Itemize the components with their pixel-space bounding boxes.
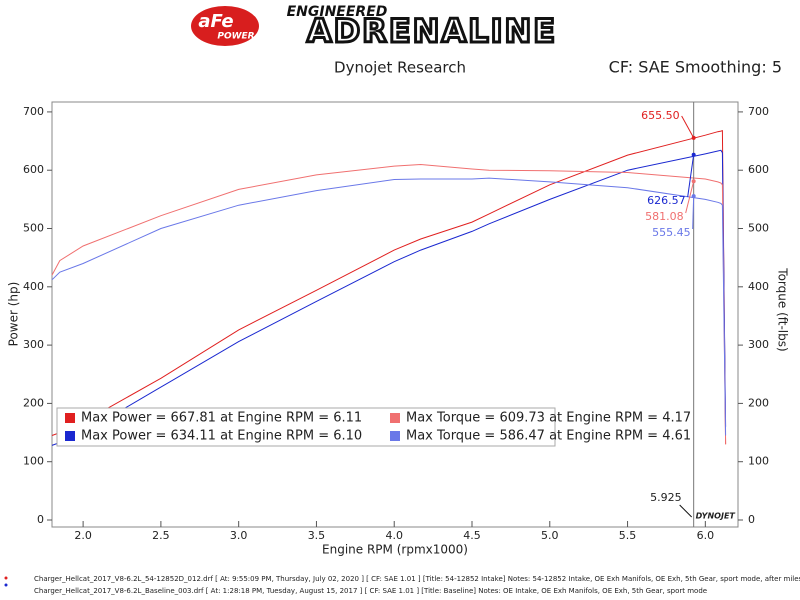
y-axis-label: Power (hp) bbox=[7, 282, 21, 347]
y-tick-label: 100 bbox=[23, 455, 44, 468]
series-line bbox=[51, 177, 727, 436]
cursor-arrow bbox=[679, 504, 693, 518]
y-tick-label: 700 bbox=[23, 105, 44, 118]
x-tick-label: 5.0 bbox=[541, 529, 559, 542]
readout-label: 626.57 bbox=[647, 194, 686, 207]
legend-label: Max Power = 667.81 at Engine RPM = 6.11 bbox=[81, 411, 362, 426]
y-tick-label: 200 bbox=[23, 396, 44, 409]
y-tick-label: 0 bbox=[37, 513, 44, 526]
legend-swatch bbox=[390, 431, 400, 441]
footer-line: Charger_Hellcat_2017_V8-6.2L_54-12852D_0… bbox=[34, 575, 800, 583]
readout-point bbox=[691, 152, 696, 157]
cursor-label: 5.925 bbox=[650, 491, 682, 504]
x-tick-label: 3.0 bbox=[230, 529, 248, 542]
legend-box bbox=[56, 407, 556, 447]
chart-title: Dynojet Research bbox=[334, 59, 466, 77]
x-axis-label: Engine RPM (rpmx1000) bbox=[322, 543, 468, 557]
x-tick-label: 4.5 bbox=[463, 529, 481, 542]
legend-swatch bbox=[390, 413, 400, 423]
y-tick-label: 300 bbox=[23, 338, 44, 351]
readout-label: 581.08 bbox=[645, 210, 684, 223]
y-tick-label: 500 bbox=[23, 222, 44, 235]
y2-tick-label: 300 bbox=[748, 338, 769, 351]
chart-subtitle: CF: SAE Smoothing: 5 bbox=[609, 58, 782, 77]
kicker: ENGINEERED bbox=[287, 4, 388, 20]
x-tick-label: 6.0 bbox=[697, 529, 715, 542]
watermark: DYNOJET bbox=[696, 512, 736, 521]
readout-arrow bbox=[687, 154, 695, 198]
series-line bbox=[51, 163, 727, 445]
brand: ADRENALINE bbox=[307, 12, 557, 50]
legend-swatch bbox=[65, 431, 75, 441]
readout-arrow bbox=[681, 115, 695, 139]
logo-sub: POWER bbox=[217, 32, 254, 42]
readout-arrow bbox=[692, 196, 695, 230]
y2-tick-label: 0 bbox=[748, 513, 755, 526]
y2-axis-label: Torque (ft-lbs) bbox=[776, 267, 790, 351]
readout-point bbox=[691, 194, 696, 199]
x-tick-label: 2.5 bbox=[152, 529, 170, 542]
y-tick-label: 400 bbox=[23, 280, 44, 293]
x-tick-label: 4.0 bbox=[385, 529, 403, 542]
logo: aFe bbox=[198, 11, 233, 32]
readout-arrow bbox=[685, 181, 695, 214]
legend-label: Max Torque = 586.47 at Engine RPM = 4.61 bbox=[406, 429, 691, 444]
readout-point bbox=[691, 179, 696, 184]
x-tick-label: 3.5 bbox=[308, 529, 326, 542]
legend-swatch bbox=[65, 413, 75, 423]
series-line bbox=[51, 149, 727, 446]
readout-label: 555.45 bbox=[652, 226, 691, 239]
y2-tick-label: 600 bbox=[748, 163, 769, 176]
legend-label: Max Power = 634.11 at Engine RPM = 6.10 bbox=[81, 429, 362, 444]
readout-label: 655.50 bbox=[641, 109, 680, 122]
y2-tick-label: 500 bbox=[748, 222, 769, 235]
logo-badge bbox=[191, 6, 259, 46]
y2-tick-label: 700 bbox=[748, 105, 769, 118]
y2-tick-label: 400 bbox=[748, 280, 769, 293]
legend-label: Max Torque = 609.73 at Engine RPM = 4.17 bbox=[406, 411, 691, 426]
y2-tick-label: 200 bbox=[748, 396, 769, 409]
x-tick-label: 5.5 bbox=[619, 529, 637, 542]
file-marker bbox=[4, 583, 8, 587]
readout-point bbox=[691, 135, 696, 140]
y-tick-label: 600 bbox=[23, 163, 44, 176]
y2-tick-label: 100 bbox=[748, 455, 769, 468]
footer-line: Charger_Hellcat_2017_V8-6.2L_Baseline_00… bbox=[34, 587, 707, 595]
x-tick-label: 2.0 bbox=[74, 529, 92, 542]
series-line bbox=[51, 130, 727, 445]
file-marker bbox=[4, 576, 8, 580]
